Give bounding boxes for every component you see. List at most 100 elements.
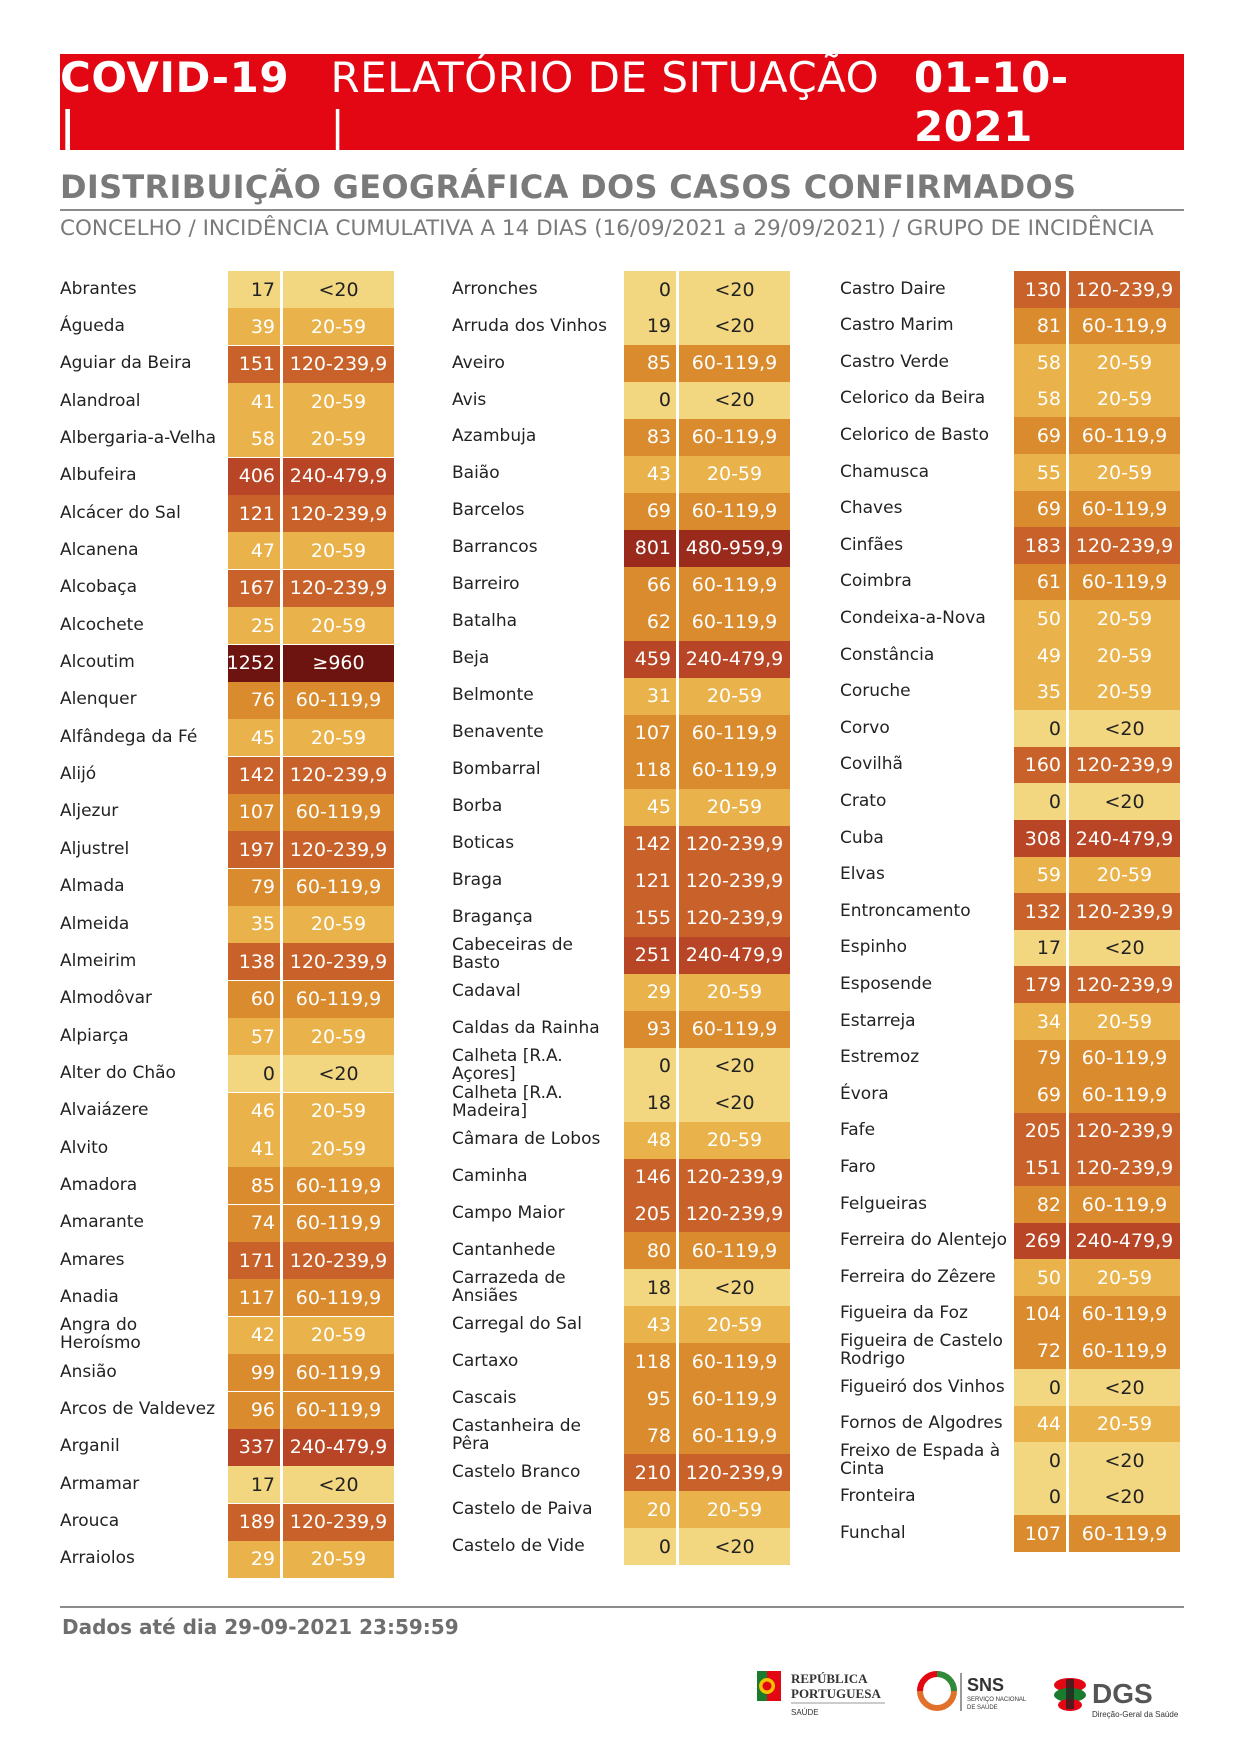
table-row: Caminha 146 120-239,9 — [452, 1158, 790, 1196]
incidence-group: 20-59 — [283, 905, 394, 943]
incidence-group: 20-59 — [283, 1092, 394, 1130]
municipality-name: Castro Daire — [840, 278, 946, 299]
incidence-group: 20-59 — [1069, 856, 1180, 894]
incidence-value: 72 — [1014, 1332, 1066, 1370]
incidence-group: <20 — [283, 271, 394, 308]
municipality-name: Armamar — [60, 1473, 140, 1494]
incidence-group: 120-239,9 — [679, 1195, 790, 1233]
incidence-value: 1252 — [227, 644, 280, 682]
incidence-value: 151 — [228, 345, 280, 383]
incidence-group: 20-59 — [1069, 380, 1180, 418]
table-row: Amares 171 120-239,9 — [60, 1242, 394, 1280]
municipality-name: Fornos de Algodres — [840, 1413, 1003, 1434]
incidence-value: 20 — [624, 1491, 676, 1529]
table-row: Alcobaça 167 120-239,9 — [60, 569, 394, 607]
incidence-value: 197 — [228, 831, 280, 869]
table-row: Barrancos 801 480-959,9 — [452, 529, 790, 567]
municipality-name: Chaves — [840, 498, 903, 519]
municipality-name: Alfândega da Fé — [60, 726, 198, 747]
incidence-value: 57 — [228, 1018, 280, 1055]
incidence-value: 43 — [624, 455, 676, 493]
table-row: Évora 69 60-119,9 — [840, 1076, 1180, 1114]
table-row: Borba 45 20-59 — [452, 788, 790, 826]
incidence-value: 48 — [624, 1121, 676, 1159]
incidence-value: 93 — [624, 1010, 676, 1048]
municipality-name: Amadora — [60, 1174, 138, 1195]
incidence-value: 69 — [624, 492, 676, 530]
table-row: Angra do Heroísmo 42 20-59 — [60, 1317, 394, 1354]
municipality-name: Castro Verde — [840, 351, 949, 372]
republica-portuguesa-logo: REPÚBLICA PORTUGUESA SAÚDE — [757, 1671, 885, 1717]
table-row: Braga 121 120-239,9 — [452, 862, 790, 900]
incidence-value: 459 — [624, 640, 676, 678]
incidence-group: 120-239,9 — [283, 831, 394, 869]
municipality-name: Amares — [60, 1249, 125, 1270]
incidence-value: 49 — [1014, 637, 1066, 674]
table-row: Armamar 17 <20 — [60, 1466, 394, 1504]
table-row: Espinho 17 <20 — [840, 929, 1180, 967]
sns-sub2: DE SAÚDE — [967, 1704, 998, 1711]
municipality-name: Alcoutim — [60, 652, 135, 673]
incidence-group: 120-239,9 — [283, 943, 394, 981]
incidence-value: 269 — [1014, 1222, 1066, 1260]
table-row: Barcelos 69 60-119,9 — [452, 492, 790, 530]
incidence-value: 210 — [624, 1454, 676, 1492]
incidence-value: 251 — [624, 936, 676, 974]
municipality-name: Barreiro — [452, 574, 520, 595]
table-row: Covilhã 160 120-239,9 — [840, 746, 1180, 784]
table-row: Estarreja 34 20-59 — [840, 1003, 1180, 1040]
municipality-name: Arronches — [452, 278, 538, 299]
incidence-group: 240-479,9 — [679, 640, 790, 678]
incidence-value: 79 — [1014, 1039, 1066, 1077]
incidence-value: 19 — [624, 307, 676, 345]
table-row: Alandroal 41 20-59 — [60, 383, 394, 421]
table-row: Freixo de Espada à Cinta 0 <20 — [840, 1442, 1180, 1480]
municipality-name: Condeixa-a-Nova — [840, 607, 986, 628]
incidence-group: 20-59 — [1069, 454, 1180, 491]
table-row: Estremoz 79 60-119,9 — [840, 1039, 1180, 1077]
municipality-name: Cinfães — [840, 534, 904, 555]
incidence-group: 60-119,9 — [1069, 1186, 1180, 1223]
municipality-name: Borba — [452, 796, 503, 817]
table-row: Crato 0 <20 — [840, 783, 1180, 821]
table-row: Almeirim 138 120-239,9 — [60, 943, 394, 981]
municipality-name: Albergaria-a-Velha — [60, 427, 217, 448]
table-row: Castro Daire 130 120-239,9 — [840, 271, 1180, 308]
incidence-value: 45 — [624, 788, 676, 826]
incidence-value: 0 — [1014, 1478, 1066, 1516]
municipality-name: Bombarral — [452, 759, 541, 780]
incidence-value: 337 — [228, 1428, 280, 1466]
incidence-value: 0 — [1014, 710, 1066, 748]
incidence-value: 0 — [624, 271, 676, 308]
municipality-name: Felgueiras — [840, 1193, 928, 1214]
municipality-name: Alijó — [60, 764, 97, 785]
municipality-name: Entroncamento — [840, 900, 971, 921]
incidence-group: 120-239,9 — [283, 756, 394, 794]
incidence-value: 35 — [1014, 673, 1066, 711]
incidence-value: 76 — [228, 681, 280, 719]
table-row: Cadaval 29 20-59 — [452, 973, 790, 1011]
incidence-value: 130 — [1014, 271, 1066, 308]
incidence-group: 120-239,9 — [679, 825, 790, 863]
incidence-group: 20-59 — [1069, 673, 1180, 711]
table-row: Baião 43 20-59 — [452, 455, 790, 493]
table-row: Bragança 155 120-239,9 — [452, 899, 790, 937]
table-row: Castanheira de Pêra 78 60-119,9 — [452, 1417, 790, 1455]
footer-divider — [60, 1606, 1184, 1608]
municipality-name: Arcos de Valdevez — [60, 1399, 216, 1420]
incidence-group: 60-119,9 — [283, 868, 394, 906]
table-row: Amadora 85 60-119,9 — [60, 1167, 394, 1205]
incidence-value: 801 — [624, 529, 676, 567]
table-row: Castelo de Paiva 20 20-59 — [452, 1491, 790, 1529]
incidence-value: 0 — [624, 381, 676, 419]
table-row: Figueira da Foz 104 60-119,9 — [840, 1295, 1180, 1333]
municipality-name: Aljezur — [60, 801, 119, 822]
incidence-value: 46 — [228, 1092, 280, 1130]
incidence-value: 189 — [228, 1503, 280, 1541]
incidence-group: 60-119,9 — [679, 418, 790, 456]
table-row: Barreiro 66 60-119,9 — [452, 566, 790, 604]
incidence-group: 60-119,9 — [679, 1343, 790, 1381]
incidence-group: 240-479,9 — [283, 457, 394, 495]
incidence-group: 20-59 — [1069, 1405, 1180, 1443]
table-row: Cartaxo 118 60-119,9 — [452, 1343, 790, 1381]
